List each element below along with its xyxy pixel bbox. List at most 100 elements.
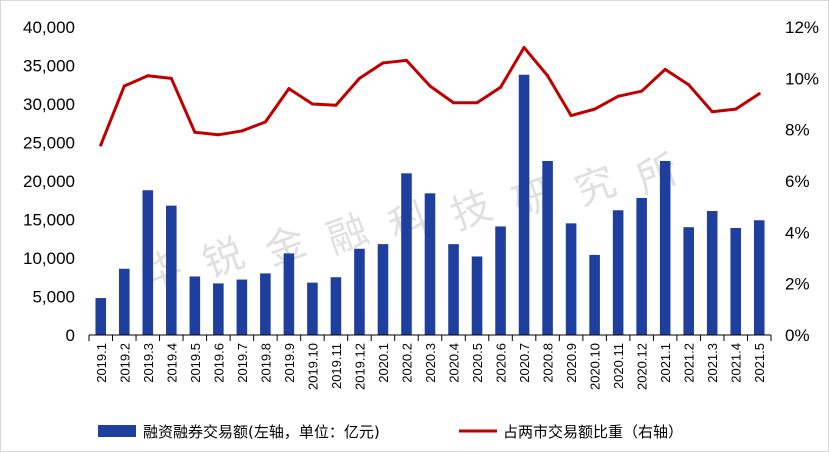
line-point <box>381 61 385 65</box>
bar <box>260 273 271 335</box>
bar <box>189 276 201 335</box>
x-tick-label: 2020.6 <box>494 343 509 383</box>
line-point <box>640 89 644 93</box>
line-point <box>122 84 126 88</box>
legend: 融资融券交易额(左轴，单位：亿元) 占两市交易额比重（右轴） <box>98 423 683 441</box>
line-point <box>522 46 526 50</box>
line-point <box>263 120 267 124</box>
x-tick-label: 2021.3 <box>705 343 720 383</box>
x-tick-label: 2020.4 <box>447 343 462 383</box>
x-tick-label: 2019.6 <box>211 343 226 383</box>
watermark-char: 融 <box>321 206 374 263</box>
line-point <box>287 87 291 91</box>
x-tick-label: 2019.5 <box>188 343 203 383</box>
watermark-char: 锐 <box>197 230 250 287</box>
x-tick-label: 2021.4 <box>729 343 744 383</box>
y-right-tick-label: 2% <box>785 275 810 294</box>
y-right-tick-label: 8% <box>785 121 810 140</box>
x-tick-label: 2020.2 <box>399 343 414 383</box>
y-axis-left-ticks: 0 5,000 10,000 15,000 20,000 25,000 30,000 35,0… <box>23 18 75 345</box>
x-tick-label: 2019.12 <box>352 343 367 390</box>
x-tick-label: 2019.7 <box>235 343 250 383</box>
y-right-tick-label: 10% <box>785 69 819 88</box>
bar <box>518 74 530 336</box>
y-left-tick-label: 20,000 <box>23 172 75 191</box>
x-tick-label: 2019.9 <box>282 343 297 383</box>
bar <box>659 160 671 335</box>
bar <box>542 160 553 335</box>
line-point <box>569 114 573 118</box>
line-point <box>99 143 103 147</box>
line-point <box>687 83 691 87</box>
y-left-tick-label: 30,000 <box>23 95 75 114</box>
line-point <box>616 94 620 98</box>
bar <box>377 244 389 335</box>
watermark-char: 究 <box>569 158 622 215</box>
bar <box>683 227 694 335</box>
y-axis-right-ticks: 0% 2% 4% 6% 8% 10% 12% <box>785 18 819 345</box>
bar <box>166 205 177 335</box>
axes <box>88 334 772 341</box>
bar <box>471 256 483 335</box>
bar <box>495 226 506 335</box>
line-point <box>757 92 761 96</box>
legend-line-label: 占两市交易额比重（右轴） <box>503 423 683 441</box>
x-tick-label: 2019.3 <box>141 343 156 383</box>
bar <box>730 227 742 335</box>
x-tick-label: 2021.5 <box>752 343 767 383</box>
y-left-tick-label: 0 <box>66 326 75 345</box>
y-right-tick-label: 6% <box>785 172 810 191</box>
line-point <box>734 107 738 111</box>
bar <box>448 244 459 335</box>
x-tick-label: 2020.7 <box>517 343 532 383</box>
bar <box>118 268 130 335</box>
x-tick-label: 2020.9 <box>564 343 579 383</box>
x-tick-label: 2021.1 <box>658 343 673 383</box>
line-point <box>710 110 714 114</box>
y-left-tick-label: 15,000 <box>23 211 75 230</box>
y-left-tick-label: 40,000 <box>23 18 75 37</box>
line-point <box>452 101 456 105</box>
line-point <box>546 74 550 78</box>
legend-bar-swatch <box>98 425 136 437</box>
line-point <box>169 76 173 80</box>
line-point <box>663 67 667 71</box>
y-left-tick-label: 35,000 <box>23 57 75 76</box>
bar <box>330 277 342 335</box>
bar <box>236 279 248 335</box>
line-series <box>99 46 761 147</box>
line-path <box>99 46 761 146</box>
x-tick-label: 2019.4 <box>164 343 179 383</box>
bar <box>401 173 412 335</box>
x-tick-label: 2020.3 <box>423 343 438 383</box>
x-tick-label: 2020.12 <box>635 343 650 390</box>
line-point <box>357 76 361 80</box>
line-point <box>146 74 150 78</box>
bar-series <box>95 74 765 336</box>
line-point <box>240 129 244 133</box>
y-right-tick-label: 0% <box>785 326 810 345</box>
y-right-tick-label: 4% <box>785 223 810 242</box>
x-tick-label: 2019.1 <box>94 343 109 383</box>
x-tick-label: 2019.8 <box>258 343 273 383</box>
line-point <box>334 103 338 107</box>
line-point <box>404 58 408 62</box>
line-point <box>499 85 503 89</box>
x-tick-label: 2020.8 <box>541 343 556 383</box>
x-tick-label: 2021.2 <box>682 343 697 383</box>
bar <box>213 283 224 335</box>
x-tick-label: 2019.2 <box>117 343 132 383</box>
bar <box>424 193 436 335</box>
line-point <box>310 102 314 106</box>
line-point <box>193 130 197 134</box>
bar <box>354 248 365 335</box>
x-tick-label: 2020.11 <box>611 343 626 389</box>
bar <box>706 211 718 335</box>
bar <box>95 298 107 335</box>
y-left-tick-label: 5,000 <box>32 288 75 307</box>
watermark-char: 所 <box>631 146 684 203</box>
line-point <box>428 84 432 88</box>
bar <box>142 190 154 335</box>
